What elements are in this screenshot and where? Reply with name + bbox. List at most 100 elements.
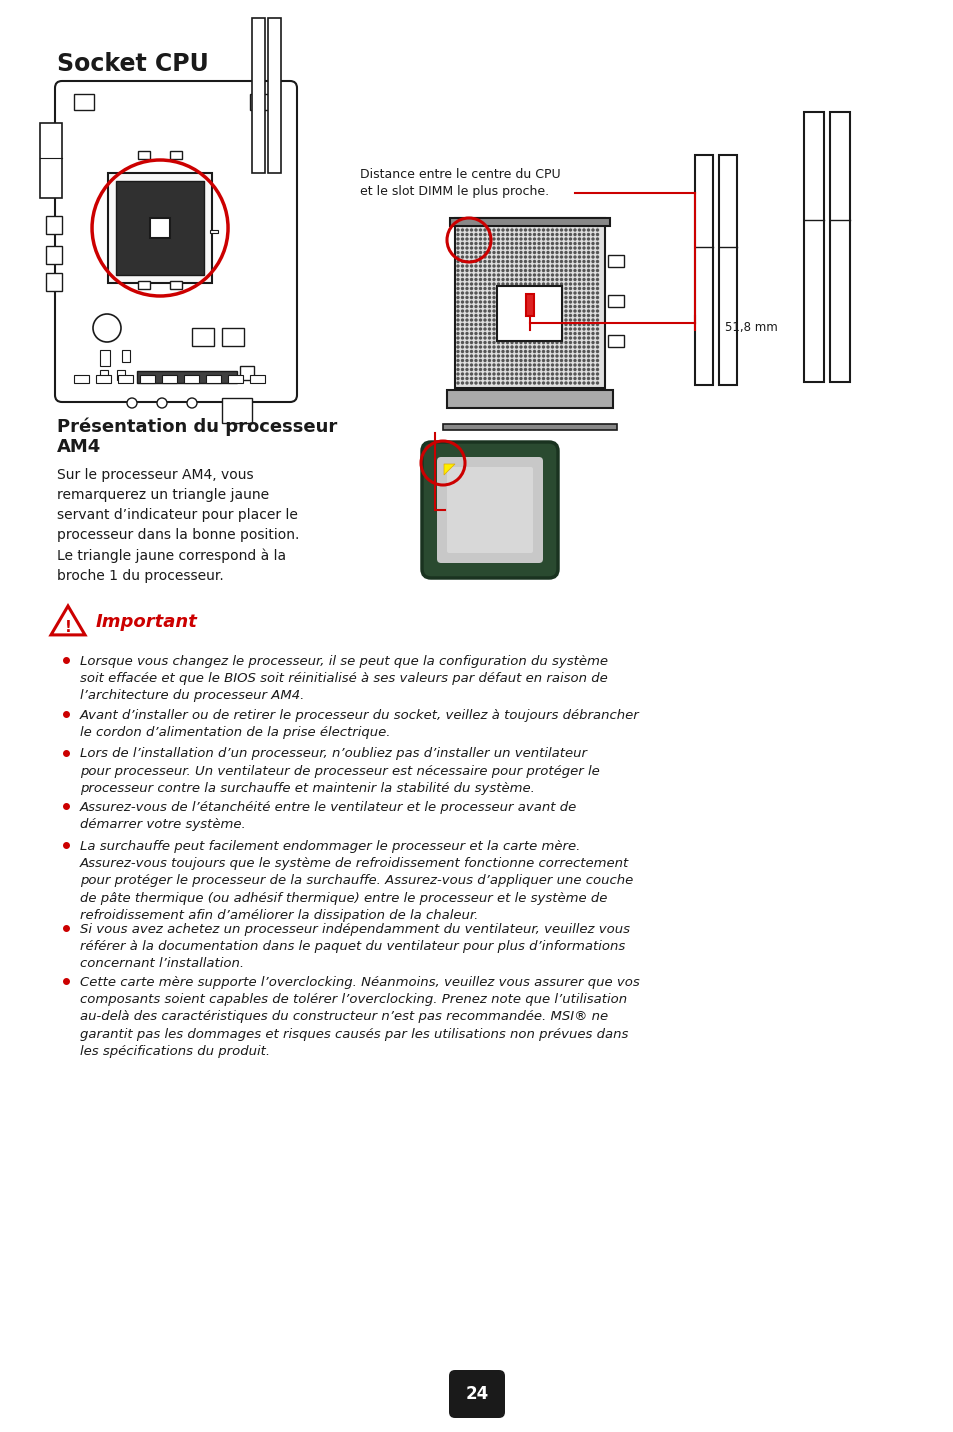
Circle shape <box>578 269 579 272</box>
Circle shape <box>511 246 513 249</box>
Circle shape <box>493 269 495 272</box>
Circle shape <box>488 238 490 241</box>
Circle shape <box>578 256 579 258</box>
Circle shape <box>551 315 553 316</box>
Circle shape <box>519 359 521 361</box>
Circle shape <box>587 225 589 226</box>
Circle shape <box>556 351 558 352</box>
Circle shape <box>533 242 535 245</box>
Circle shape <box>483 233 485 235</box>
Circle shape <box>465 269 468 272</box>
FancyBboxPatch shape <box>449 1370 504 1418</box>
Circle shape <box>493 319 495 321</box>
Circle shape <box>569 319 571 321</box>
Circle shape <box>529 296 531 298</box>
Circle shape <box>488 315 490 316</box>
Circle shape <box>564 328 566 329</box>
Circle shape <box>596 364 598 367</box>
Circle shape <box>542 324 544 325</box>
Circle shape <box>578 261 579 262</box>
Circle shape <box>529 229 531 231</box>
Circle shape <box>564 351 566 352</box>
Circle shape <box>479 221 481 222</box>
Circle shape <box>511 372 513 375</box>
Circle shape <box>546 225 548 226</box>
Circle shape <box>465 292 468 294</box>
Circle shape <box>529 246 531 249</box>
Circle shape <box>582 305 584 308</box>
Circle shape <box>524 301 526 304</box>
Bar <box>206 375 221 382</box>
Circle shape <box>592 359 594 361</box>
Circle shape <box>551 274 553 276</box>
Circle shape <box>501 238 503 241</box>
Circle shape <box>506 355 508 357</box>
Circle shape <box>533 324 535 325</box>
Text: Important: Important <box>96 613 197 632</box>
Circle shape <box>511 292 513 294</box>
Circle shape <box>560 324 562 325</box>
Circle shape <box>488 221 490 222</box>
Circle shape <box>483 359 485 361</box>
Circle shape <box>533 261 535 262</box>
Circle shape <box>497 256 499 258</box>
Circle shape <box>533 246 535 249</box>
Circle shape <box>488 328 490 329</box>
Circle shape <box>470 229 472 231</box>
Circle shape <box>461 246 463 249</box>
Circle shape <box>493 372 495 375</box>
Circle shape <box>497 225 499 226</box>
Circle shape <box>497 372 499 375</box>
Circle shape <box>511 337 513 339</box>
Circle shape <box>501 347 503 348</box>
Circle shape <box>578 229 579 231</box>
Circle shape <box>493 246 495 249</box>
Circle shape <box>479 296 481 298</box>
Circle shape <box>592 324 594 325</box>
Circle shape <box>475 305 476 308</box>
Circle shape <box>596 332 598 335</box>
Circle shape <box>578 368 579 371</box>
Circle shape <box>533 269 535 272</box>
Circle shape <box>524 328 526 329</box>
Circle shape <box>592 233 594 235</box>
Circle shape <box>524 332 526 335</box>
Circle shape <box>582 278 584 281</box>
Circle shape <box>515 305 517 308</box>
Circle shape <box>564 274 566 276</box>
Circle shape <box>529 378 531 379</box>
Circle shape <box>511 256 513 258</box>
Circle shape <box>582 368 584 371</box>
Circle shape <box>524 269 526 272</box>
Circle shape <box>501 351 503 352</box>
Circle shape <box>537 364 539 367</box>
Circle shape <box>515 328 517 329</box>
Circle shape <box>587 382 589 384</box>
Circle shape <box>501 319 503 321</box>
Circle shape <box>582 372 584 375</box>
Circle shape <box>506 246 508 249</box>
Circle shape <box>524 324 526 325</box>
Circle shape <box>596 319 598 321</box>
Circle shape <box>515 284 517 285</box>
Circle shape <box>475 355 476 357</box>
Circle shape <box>524 242 526 245</box>
Circle shape <box>578 288 579 289</box>
FancyBboxPatch shape <box>447 467 533 553</box>
Circle shape <box>556 341 558 344</box>
Circle shape <box>556 328 558 329</box>
Bar <box>40 123 62 198</box>
Circle shape <box>187 398 196 408</box>
Circle shape <box>501 252 503 253</box>
Circle shape <box>483 351 485 352</box>
Circle shape <box>592 305 594 308</box>
Circle shape <box>483 292 485 294</box>
Circle shape <box>551 261 553 262</box>
Circle shape <box>488 229 490 231</box>
Circle shape <box>529 341 531 344</box>
Circle shape <box>475 368 476 371</box>
Circle shape <box>551 296 553 298</box>
Circle shape <box>587 233 589 235</box>
Circle shape <box>456 315 458 316</box>
Circle shape <box>461 261 463 262</box>
